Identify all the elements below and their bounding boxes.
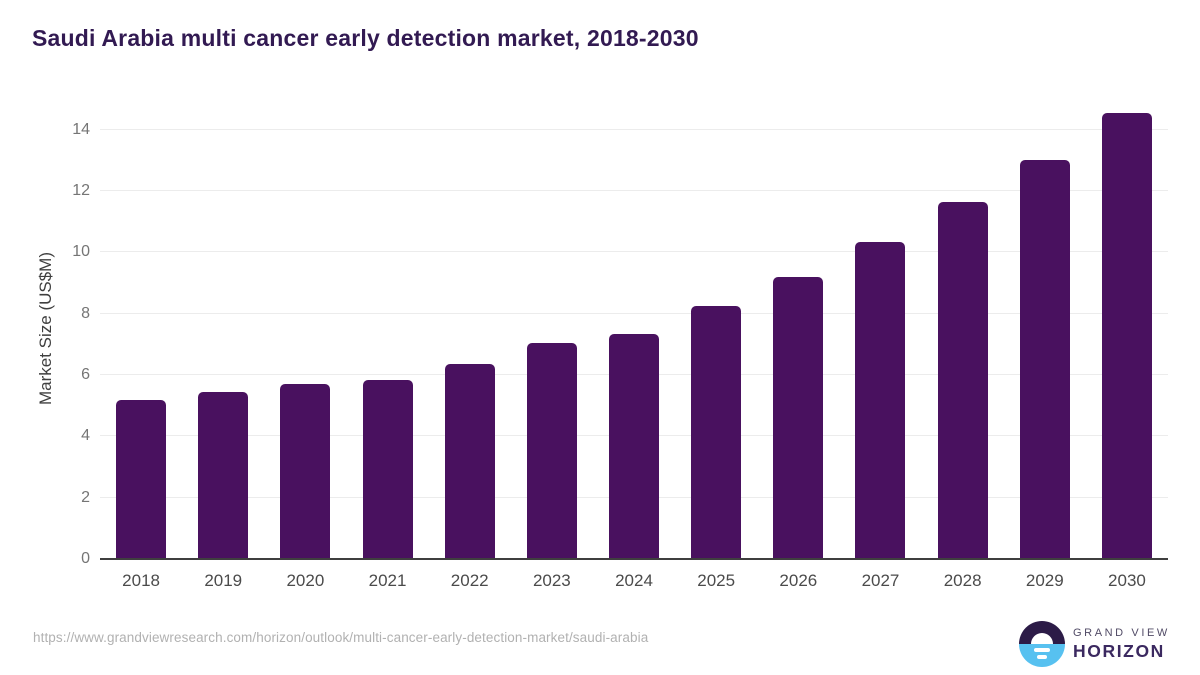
y-tick-6: 6 [81, 366, 90, 383]
y-tick-14: 14 [72, 120, 90, 138]
x-tick-2019: 2019 [204, 571, 243, 590]
y-tick-8: 8 [81, 304, 90, 322]
bar-2027 [855, 241, 906, 559]
plot-area [100, 99, 1168, 560]
bar-2025 [691, 306, 742, 559]
bar-2023 [526, 342, 577, 559]
y-tick-12: 12 [72, 182, 90, 199]
x-tick-2020: 2020 [286, 571, 325, 590]
x-tick-2021: 2021 [368, 571, 407, 590]
bar-slot-2027 [839, 99, 921, 559]
logo-product-name: HORIZON [1073, 640, 1165, 661]
bar-2029 [1019, 160, 1070, 559]
bar-slot-2030 [1086, 99, 1168, 559]
bar-2028 [937, 201, 988, 559]
bars-row [100, 99, 1168, 559]
x-tick-2028: 2028 [943, 571, 982, 590]
bar-2018 [116, 399, 167, 559]
bar-slot-2025 [675, 99, 757, 559]
bar-slot-2023 [511, 99, 593, 559]
bar-2030 [1101, 112, 1152, 559]
bar-2026 [773, 276, 824, 559]
y-tick-0: 0 [81, 550, 90, 567]
x-tick-2025: 2025 [697, 571, 736, 590]
gridline-14 [100, 128, 1168, 130]
page-title: Saudi Arabia multi cancer early detectio… [32, 25, 699, 51]
bar-slot-2022 [429, 99, 511, 559]
bar-2019 [198, 391, 249, 559]
bar-slot-2018 [100, 99, 182, 559]
bar-2020 [280, 384, 331, 559]
y-tick-4: 4 [81, 427, 90, 445]
grand-view-horizon-logo: GRAND VIEW HORIZON [1019, 621, 1170, 667]
gridline-12 [100, 190, 1168, 191]
gridline-10 [100, 251, 1168, 253]
bar-slot-2028 [922, 99, 1004, 559]
x-tick-2026: 2026 [779, 571, 818, 590]
x-tick-2023: 2023 [532, 571, 571, 590]
sun-reflection-line [1034, 648, 1050, 652]
x-tick-2024: 2024 [615, 571, 653, 590]
x-tick-2029: 2029 [1025, 571, 1064, 590]
y-tick-2: 2 [81, 488, 90, 506]
gridline-8 [100, 312, 1168, 314]
bar-slot-2019 [182, 99, 264, 559]
sun-shape [1031, 633, 1053, 644]
x-tick-2022: 2022 [450, 571, 489, 590]
x-tick-2030: 2030 [1108, 571, 1146, 590]
logo-text: GRAND VIEW HORIZON [1073, 627, 1170, 662]
horizon-sun-icon [1019, 621, 1065, 667]
bar-slot-2026 [757, 99, 839, 559]
source-url: https://www.grandviewresearch.com/horizo… [33, 630, 649, 645]
bar-slot-2024 [593, 99, 675, 559]
y-axis-ticks: 0 2 4 6 8 10 12 14 [0, 99, 90, 566]
x-axis-line [100, 558, 1168, 560]
bar-slot-2029 [1004, 99, 1086, 559]
logo-brand-name: GRAND VIEW [1073, 626, 1170, 639]
bar-2022 [444, 364, 495, 559]
x-axis-labels: 2018 2019 2020 2021 2022 2023 2024 2025 2026 2027… [100, 571, 1168, 591]
y-tick-10: 10 [72, 243, 90, 261]
sun-reflection-line [1037, 655, 1047, 659]
bar-slot-2021 [346, 99, 428, 559]
x-tick-2018: 2018 [122, 571, 160, 590]
bar-2024 [609, 333, 660, 559]
x-tick-2027: 2027 [861, 571, 900, 590]
bar-2021 [362, 379, 413, 559]
bar-slot-2020 [264, 99, 346, 559]
